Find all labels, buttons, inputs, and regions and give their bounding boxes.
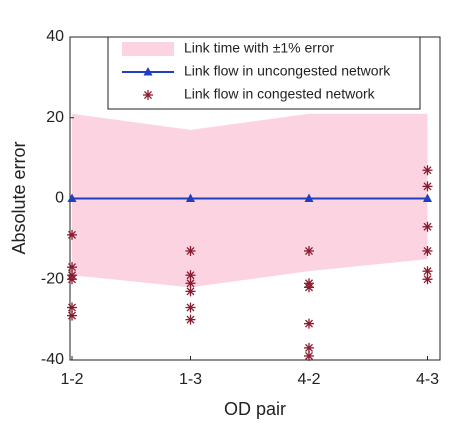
x-tick-label: 4-2 <box>297 371 320 388</box>
line-marker <box>304 193 314 202</box>
legend-label: Link time with ±1% error <box>184 40 334 56</box>
scatter-point <box>185 302 196 313</box>
y-tick-label: -20 <box>41 270 64 287</box>
scatter-point <box>422 245 433 256</box>
legend-label: Link flow in uncongested network <box>184 63 391 79</box>
legend-marker <box>143 67 153 76</box>
error-band <box>72 113 428 288</box>
star-stroke <box>423 182 432 191</box>
y-tick-label: 20 <box>46 109 64 126</box>
scatter-point <box>185 278 196 289</box>
scatter-point <box>185 270 196 281</box>
star-stroke <box>68 303 76 312</box>
star-stroke <box>68 311 76 320</box>
y-tick-label: 0 <box>55 190 64 207</box>
star-stroke <box>186 271 195 280</box>
scatter-point <box>185 286 196 297</box>
x-tick-label: 1-2 <box>60 371 83 388</box>
scatter-point <box>185 245 196 256</box>
scatter-point <box>304 350 314 361</box>
star-stroke <box>186 315 195 324</box>
star-stroke <box>305 351 313 360</box>
star-stroke <box>423 222 432 231</box>
y-tick-label: 40 <box>46 28 64 45</box>
star-stroke <box>305 283 313 292</box>
star-stroke <box>423 246 432 255</box>
scatter-point <box>67 274 77 285</box>
star-stroke <box>186 246 195 255</box>
star-stroke <box>186 287 195 296</box>
x-axis-label: OD pair <box>224 399 286 419</box>
scatter-point <box>304 245 314 256</box>
line-marker <box>67 193 77 202</box>
scatter-point <box>304 318 314 329</box>
legend-marker <box>143 90 153 100</box>
scatter-point <box>422 165 433 176</box>
star-stroke <box>423 267 432 276</box>
star-stroke <box>305 319 313 328</box>
line-marker <box>186 193 195 202</box>
star-stroke <box>68 275 76 284</box>
scatter-point <box>67 302 77 313</box>
scatter-point <box>67 310 77 321</box>
y-tick-label: -40 <box>41 351 64 368</box>
star-stroke <box>186 279 195 288</box>
legend-label: Link flow in congested network <box>184 86 376 102</box>
star-stroke <box>305 246 313 255</box>
star-stroke <box>144 91 152 99</box>
star-stroke <box>68 230 76 239</box>
legend-swatch <box>122 42 174 56</box>
scatter-point <box>422 274 433 285</box>
star-stroke <box>68 263 76 272</box>
y-axis-label: Absolute error <box>9 141 29 254</box>
star-stroke <box>186 303 195 312</box>
star-stroke <box>305 343 313 352</box>
x-tick-label: 4-3 <box>416 371 439 388</box>
line-marker <box>423 193 432 202</box>
scatter-point <box>185 314 196 325</box>
scatter-point <box>422 221 433 232</box>
star-stroke <box>423 275 432 284</box>
scatter-point <box>422 181 433 192</box>
scatter-point <box>304 282 314 293</box>
scatter-point <box>67 229 77 240</box>
x-tick-label: 1-3 <box>179 371 202 388</box>
scatter-point <box>67 262 77 273</box>
star-stroke <box>423 166 432 175</box>
